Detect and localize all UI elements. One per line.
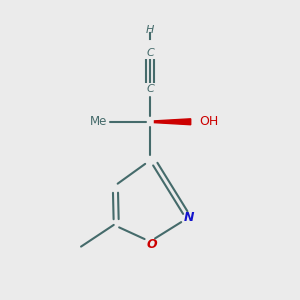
Text: C: C [146,48,154,59]
Text: O: O [146,238,157,251]
Text: Me: Me [89,115,107,128]
Polygon shape [154,119,191,125]
Text: H: H [146,25,154,34]
Text: OH: OH [199,115,218,128]
Text: C: C [146,84,154,94]
Text: N: N [184,211,194,224]
